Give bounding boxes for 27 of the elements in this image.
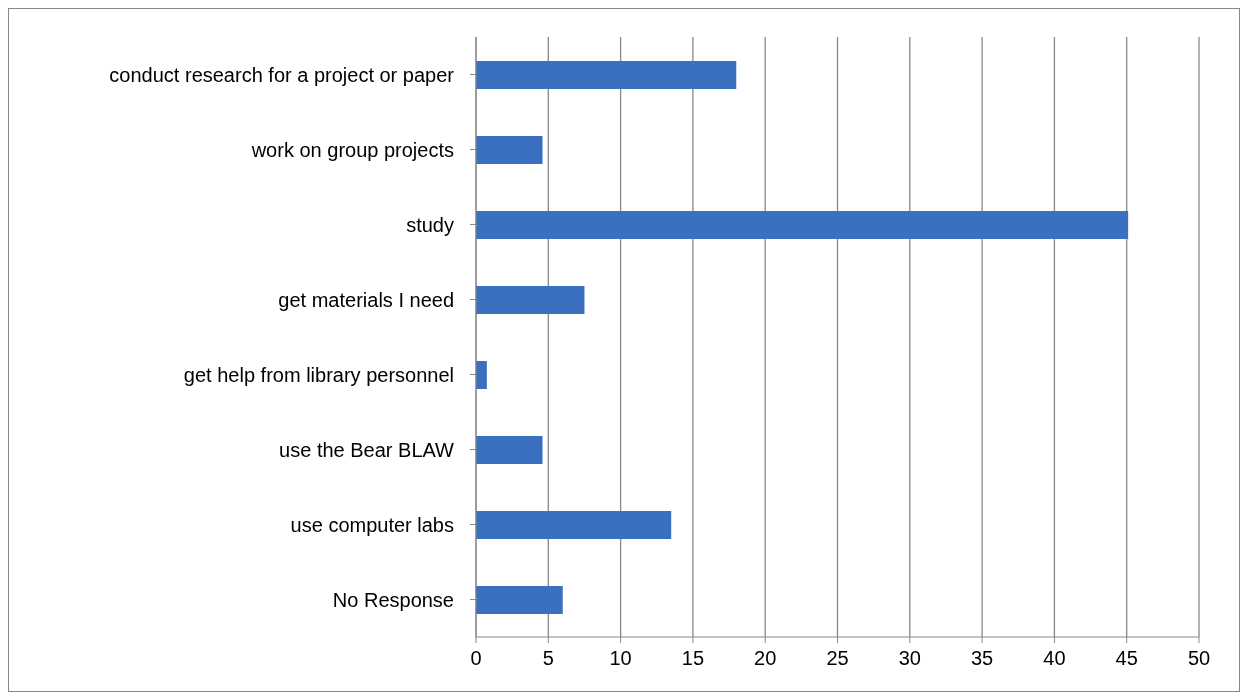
x-tick-label: 25: [826, 647, 849, 670]
bar: [476, 436, 543, 464]
bar: [476, 211, 1129, 239]
x-tick-label: 0: [470, 647, 482, 670]
x-tick-label: 15: [681, 647, 705, 670]
y-tick-label: get materials I need: [278, 288, 454, 311]
x-tick-label: 20: [754, 647, 777, 670]
y-tick-label: study: [406, 213, 454, 236]
x-tick-label: 40: [1043, 647, 1066, 670]
x-tick-label: 50: [1187, 647, 1211, 670]
x-tick-label: 30: [898, 647, 921, 670]
y-tick-label: No Response: [332, 588, 454, 611]
x-tick-label: 45: [1115, 647, 1138, 670]
bar: [476, 61, 737, 89]
bar: [476, 586, 563, 614]
bar: [476, 136, 543, 164]
bar: [476, 286, 585, 314]
y-tick-label: use computer labs: [290, 513, 454, 536]
y-tick-label: get help from library personnel: [183, 363, 454, 386]
y-tick-label: work on group projects: [250, 138, 454, 161]
y-tick-label: use the Bear BLAW: [279, 438, 455, 461]
x-tick-label: 35: [970, 647, 994, 670]
x-tick-label: 5: [542, 647, 554, 670]
bar: [476, 361, 487, 389]
y-tick-label: conduct research for a project or paper: [109, 63, 455, 86]
bar: [476, 511, 672, 539]
x-tick-label: 10: [609, 647, 632, 670]
